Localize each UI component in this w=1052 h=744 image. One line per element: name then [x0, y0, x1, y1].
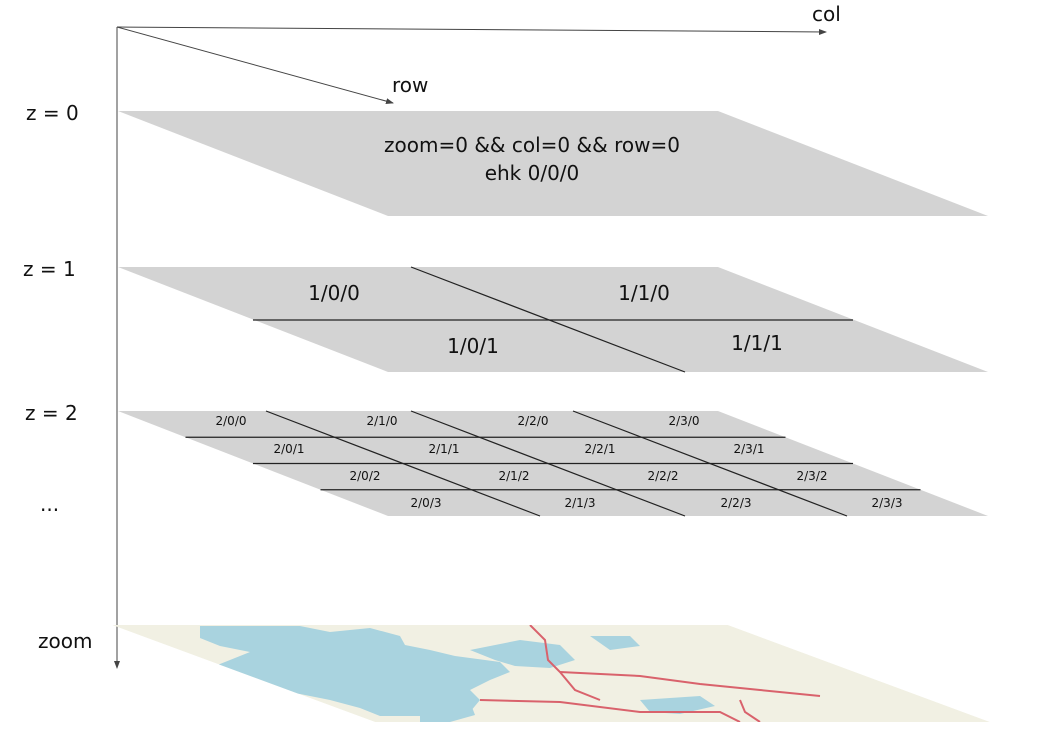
zoom2-col-divider — [410, 410, 686, 517]
map-water-lake — [200, 626, 510, 716]
tile-label-1-1-1: 1/1/1 — [731, 331, 783, 355]
tile-label-2-2-2: 2/2/2 — [648, 469, 679, 483]
zoom0-line1: zoom=0 && col=0 && row=0 — [384, 133, 680, 157]
zoom2-col-divider — [572, 410, 848, 517]
zoom-axis-label: zoom — [38, 629, 92, 653]
map-water-west — [420, 700, 475, 722]
col-axis-line — [116, 26, 827, 35]
tile-label-2-1-1: 2/1/1 — [429, 442, 460, 456]
row-axis-line — [116, 26, 394, 105]
tile-label-2-1-0: 2/1/0 — [367, 414, 398, 428]
tile-label-2-3-1: 2/3/1 — [734, 442, 765, 456]
basemap-plane — [112, 625, 990, 722]
zoom2-col-divider — [265, 410, 541, 517]
tile-label-2-0-1: 2/0/1 — [274, 442, 305, 456]
tile-label-2-0-0: 2/0/0 — [216, 414, 247, 428]
level-label-z2: z = 2 — [25, 401, 78, 425]
ellipsis-label: ... — [40, 492, 59, 516]
map-water-east — [640, 696, 715, 714]
tile-label-2-2-0: 2/2/0 — [518, 414, 549, 428]
tile-label-2-0-2: 2/0/2 — [350, 469, 381, 483]
tile-label-2-3-0: 2/3/0 — [669, 414, 700, 428]
tile-label-2-1-3: 2/1/3 — [565, 496, 596, 510]
zoom0-tile — [118, 111, 988, 216]
map-road-branch — [739, 699, 761, 722]
map-water-small — [590, 636, 640, 650]
map-road-east — [559, 671, 821, 697]
tile-label-2-3-2: 2/3/2 — [797, 469, 828, 483]
tile-label-1-0-1: 1/0/1 — [447, 334, 499, 358]
tile-label-2-1-2: 2/1/2 — [499, 469, 530, 483]
zoom1-plane: 1/0/0 1/1/0 1/0/1 1/1/1 — [118, 266, 988, 373]
level-label-z0: z = 0 — [26, 101, 79, 125]
tile-label-2-3-3: 2/3/3 — [872, 496, 903, 510]
map-road-south — [479, 699, 741, 722]
zoom2-plane: 2/0/0 2/1/0 2/2/0 2/3/0 2/0/1 2/1/1 2/2/1 2/3/1… — [118, 410, 988, 517]
tile-label-2-2-3: 2/2/3 — [721, 496, 752, 510]
zoom0-line2: ehk 0/0/0 — [485, 161, 580, 185]
tile-label-2-0-3: 2/0/3 — [411, 496, 442, 510]
row-axis-label: row — [392, 73, 428, 97]
tile-label-1-0-0: 1/0/0 — [308, 281, 360, 305]
level-label-z1: z = 1 — [23, 257, 76, 281]
map-road-vertical — [529, 625, 601, 701]
tile-label-2-2-1: 2/2/1 — [585, 442, 616, 456]
tile-label-1-1-0: 1/1/0 — [618, 281, 670, 305]
zoom0-plane: zoom=0 && col=0 && row=0 ehk 0/0/0 — [118, 111, 988, 216]
col-axis-label: col — [812, 2, 841, 26]
